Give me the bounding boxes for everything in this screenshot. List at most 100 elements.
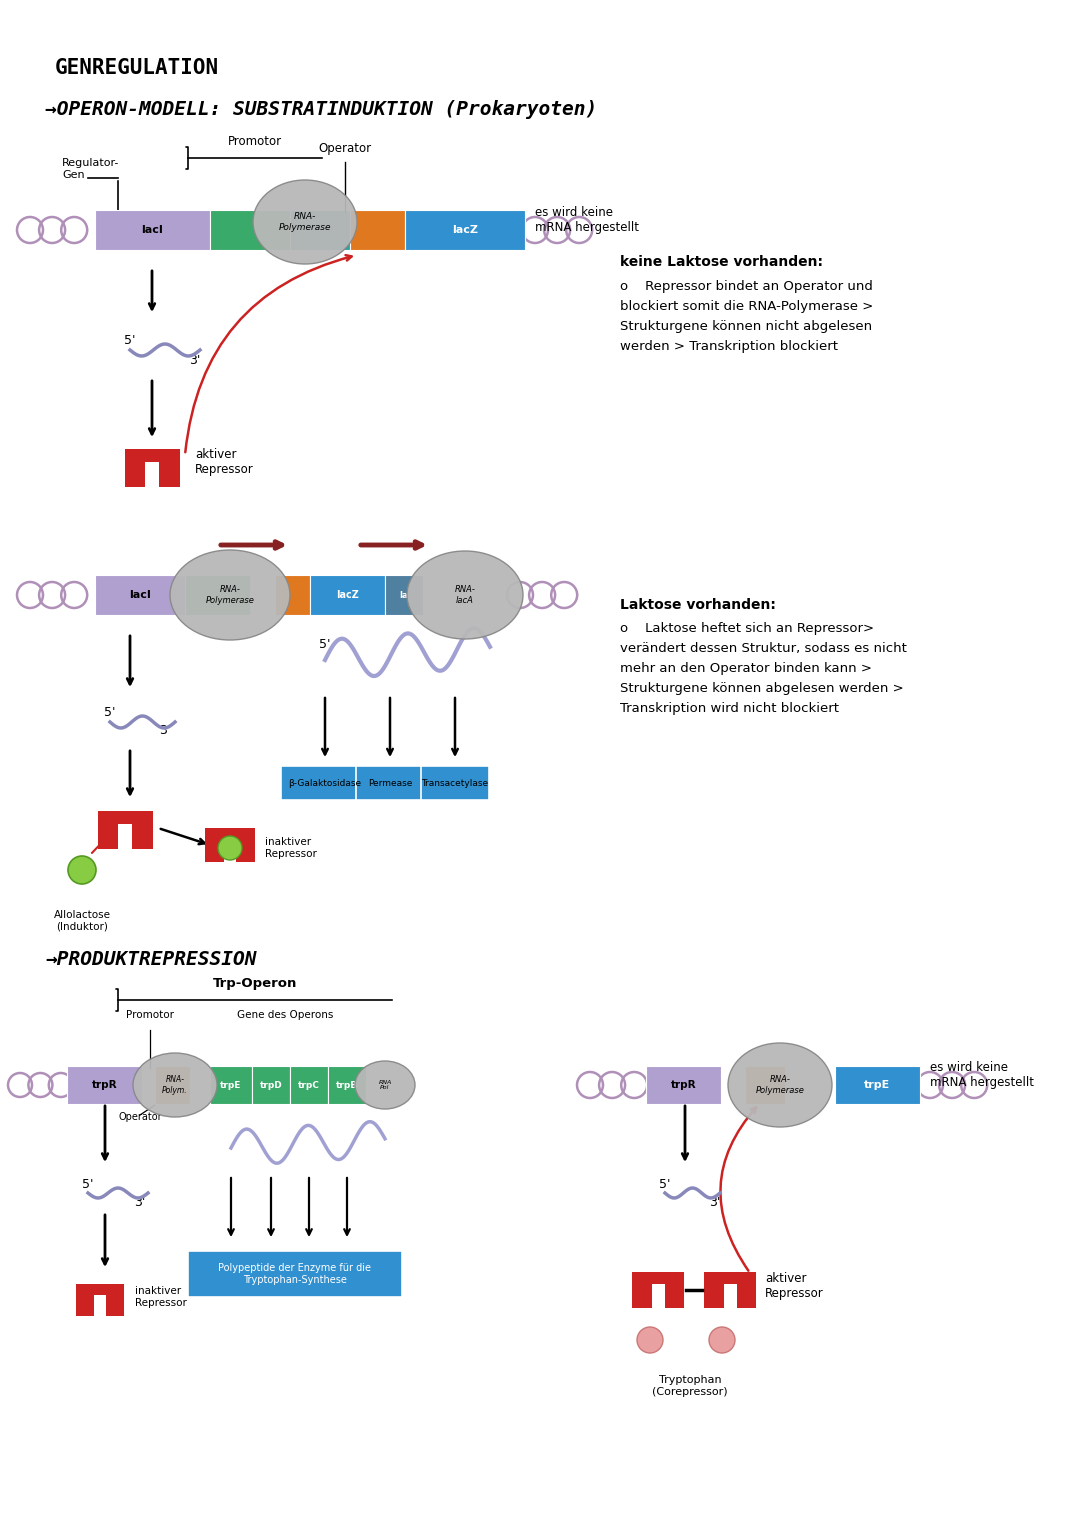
Ellipse shape	[170, 550, 291, 640]
Text: 5': 5'	[82, 1179, 94, 1191]
Text: keine Laktose vorhanden:: keine Laktose vorhanden:	[620, 255, 823, 269]
Bar	[106, 1284, 124, 1316]
Text: 5': 5'	[105, 705, 116, 719]
Text: RNA-
Polymerase: RNA- Polymerase	[756, 1075, 805, 1095]
Circle shape	[637, 1327, 663, 1353]
Bar	[145, 449, 159, 461]
Bar	[405, 211, 525, 250]
Ellipse shape	[133, 1054, 217, 1116]
Text: GENREGULATION: GENREGULATION	[55, 58, 219, 78]
Circle shape	[708, 1327, 735, 1353]
Text: o    Repressor bindet an Operator und
blockiert somit die RNA-Polymerase >
Struk: o Repressor bindet an Operator und block…	[620, 279, 874, 353]
Text: Trp-Operon: Trp-Operon	[213, 977, 297, 989]
Bar	[291, 211, 350, 250]
Bar	[421, 767, 489, 800]
Text: lacZ: lacZ	[336, 589, 359, 600]
Bar	[704, 1272, 724, 1309]
Text: 3': 3'	[189, 353, 201, 366]
Bar	[310, 576, 384, 615]
Bar	[646, 1066, 721, 1104]
Text: lacI: lacI	[141, 224, 163, 235]
Bar	[210, 1066, 252, 1104]
Text: RNA-
Polymerase: RNA- Polymerase	[205, 585, 255, 605]
Text: Transacetylase: Transacetylase	[421, 779, 488, 788]
Text: Operator: Operator	[118, 1112, 162, 1122]
Text: RNA-
lacA: RNA- lacA	[455, 585, 475, 605]
Text: RNA-
Polym.: RNA- Polym.	[162, 1075, 188, 1095]
Text: 3': 3'	[160, 724, 171, 736]
Text: Operator: Operator	[319, 142, 372, 156]
Bar	[95, 211, 210, 250]
Bar	[350, 211, 405, 250]
Text: trpR: trpR	[671, 1080, 697, 1090]
Text: →PRODUKTREPRESSION: →PRODUKTREPRESSION	[45, 950, 257, 970]
Text: trpC: trpC	[298, 1081, 320, 1089]
Circle shape	[68, 857, 96, 884]
Text: Permease: Permease	[368, 779, 413, 788]
Text: 5': 5'	[659, 1179, 671, 1191]
Text: lacI: lacI	[130, 589, 151, 600]
Text: trpD: trpD	[259, 1081, 282, 1089]
Bar	[252, 1066, 291, 1104]
Text: es wird keine
mRNA hergestellt: es wird keine mRNA hergestellt	[535, 206, 639, 234]
Text: β-Galaktosidase: β-Galaktosidase	[288, 779, 362, 788]
Bar	[737, 1272, 756, 1309]
Bar	[159, 449, 179, 487]
Bar	[118, 811, 132, 823]
Ellipse shape	[253, 180, 357, 264]
Text: Regulator-
Gen: Regulator- Gen	[62, 157, 120, 180]
Bar	[384, 576, 423, 615]
Bar	[281, 767, 369, 800]
FancyBboxPatch shape	[188, 1251, 402, 1296]
Text: inaktiver
Repressor: inaktiver Repressor	[135, 1286, 187, 1307]
Text: trpB: trpB	[336, 1081, 359, 1089]
Bar	[124, 449, 145, 487]
Bar	[156, 1066, 190, 1104]
Bar	[632, 1272, 651, 1309]
Text: Promotor: Promotor	[228, 134, 282, 148]
Bar	[328, 1066, 366, 1104]
Text: trpR: trpR	[92, 1080, 118, 1090]
Text: Tryptophan
(Corepressor): Tryptophan (Corepressor)	[652, 1374, 728, 1397]
Bar	[97, 811, 118, 849]
Bar	[275, 576, 310, 615]
Text: RNA
Pol: RNA Pol	[378, 1080, 392, 1090]
Text: Gene des Operons: Gene des Operons	[237, 1009, 334, 1020]
Text: trpE: trpE	[864, 1080, 891, 1090]
Ellipse shape	[407, 551, 523, 638]
Bar	[651, 1272, 664, 1284]
Bar	[291, 1066, 328, 1104]
Ellipse shape	[728, 1043, 832, 1127]
Bar	[205, 828, 224, 863]
Bar	[664, 1272, 684, 1309]
Text: es wird keine
mRNA hergestellt: es wird keine mRNA hergestellt	[930, 1061, 1034, 1089]
Bar	[132, 811, 152, 849]
Bar	[95, 576, 185, 615]
Text: 3': 3'	[710, 1196, 720, 1208]
Text: Laktose vorhanden:: Laktose vorhanden:	[620, 599, 775, 612]
Bar	[185, 576, 249, 615]
Ellipse shape	[355, 1061, 415, 1109]
Bar	[224, 828, 237, 840]
Text: 5': 5'	[320, 638, 330, 652]
Bar	[94, 1284, 106, 1295]
Bar	[835, 1066, 920, 1104]
Text: lacZ: lacZ	[453, 224, 478, 235]
Bar	[76, 1284, 94, 1316]
Text: aktiver
Repressor: aktiver Repressor	[195, 447, 254, 476]
Text: o    Laktose heftet sich an Repressor>
verändert dessen Struktur, sodass es nich: o Laktose heftet sich an Repressor> verä…	[620, 621, 907, 715]
Bar	[237, 828, 255, 863]
Bar	[356, 767, 424, 800]
Bar	[210, 211, 291, 250]
Bar	[67, 1066, 141, 1104]
Text: la: la	[400, 591, 408, 600]
Circle shape	[218, 835, 242, 860]
Text: 3': 3'	[134, 1196, 146, 1208]
Text: Allolactose
(Induktor): Allolactose (Induktor)	[54, 910, 110, 931]
Text: Promotor: Promotor	[126, 1009, 174, 1020]
Text: Polypeptide der Enzyme für die
Tryptophan-Synthese: Polypeptide der Enzyme für die Tryptopha…	[218, 1263, 372, 1284]
Text: inaktiver
Repressor: inaktiver Repressor	[265, 837, 316, 858]
Text: trpE: trpE	[220, 1081, 242, 1089]
Text: 5': 5'	[124, 333, 136, 347]
Text: aktiver
Repressor: aktiver Repressor	[765, 1272, 824, 1299]
